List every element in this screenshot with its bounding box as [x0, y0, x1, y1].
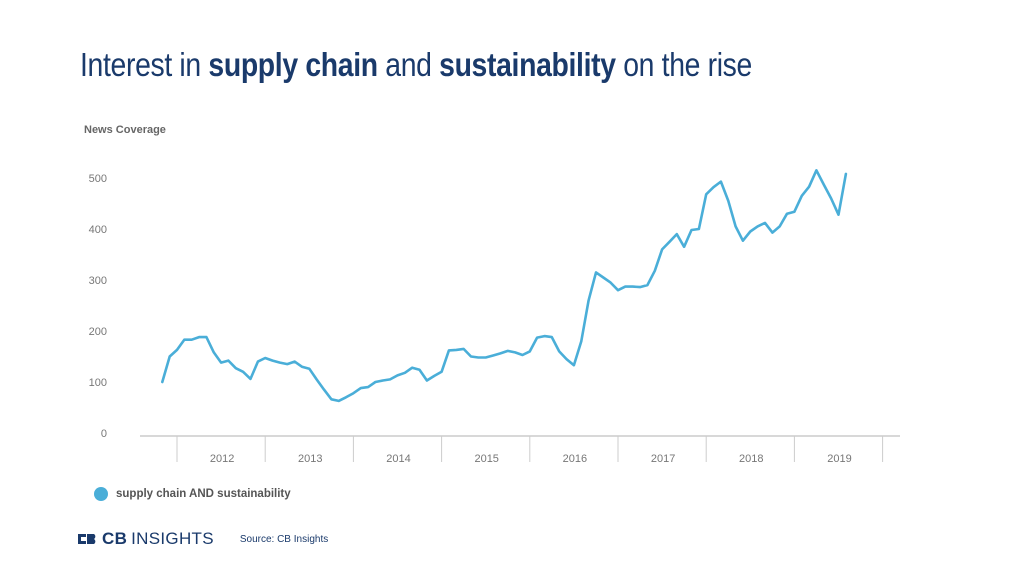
y-tick-label-300: 300 — [89, 275, 107, 287]
y-tick-label-500: 500 — [89, 173, 107, 185]
y-tick-label-100: 100 — [89, 377, 107, 389]
legend-marker — [94, 487, 108, 501]
x-axis: 2012 2013 2014 2015 2016 2017 2018 2019 — [140, 435, 900, 465]
title-bold-supply-chain: supply chain — [208, 46, 378, 83]
series-line-0 — [161, 169, 848, 403]
series-layer — [161, 169, 848, 403]
x-tick-label-2014: 2014 — [386, 453, 410, 465]
chart-title: Interest in supply chain and sustainabil… — [80, 46, 752, 84]
legend: supply chain AND sustainability — [94, 487, 291, 501]
title-part-2: and — [377, 46, 440, 83]
legend-label: supply chain AND sustainability — [116, 488, 291, 500]
x-tick-label-2016: 2016 — [563, 453, 587, 465]
logo-text-insights: INSIGHTS — [131, 529, 214, 548]
x-tick-label-2015: 2015 — [474, 453, 498, 465]
title-bold-sustainability: sustainability — [439, 46, 616, 83]
cb-logo-icon — [78, 534, 96, 544]
x-tick-label-2013: 2013 — [298, 453, 322, 465]
y-axis-label: News Coverage — [84, 124, 166, 136]
y-tick-label-200: 200 — [89, 326, 107, 338]
x-tick-label-2017: 2017 — [651, 453, 675, 465]
source-note: Source: CB Insights — [239, 533, 329, 545]
title-part-3: on the rise — [615, 46, 752, 83]
cb-insights-logo: CB INSIGHTS — [76, 529, 214, 549]
x-tick-label-2019: 2019 — [827, 453, 851, 465]
y-axis-ticks: 0 100 200 300 400 500 — [89, 173, 107, 440]
footer: CB INSIGHTS Source: CB Insights — [76, 529, 328, 549]
logo-text-cb: CB — [102, 529, 128, 548]
y-tick-label-0: 0 — [101, 428, 107, 440]
y-tick-label-400: 400 — [89, 224, 107, 236]
title-part-1: Interest in — [80, 46, 209, 83]
x-tick-label-2012: 2012 — [210, 453, 234, 465]
x-tick-label-2018: 2018 — [739, 453, 763, 465]
